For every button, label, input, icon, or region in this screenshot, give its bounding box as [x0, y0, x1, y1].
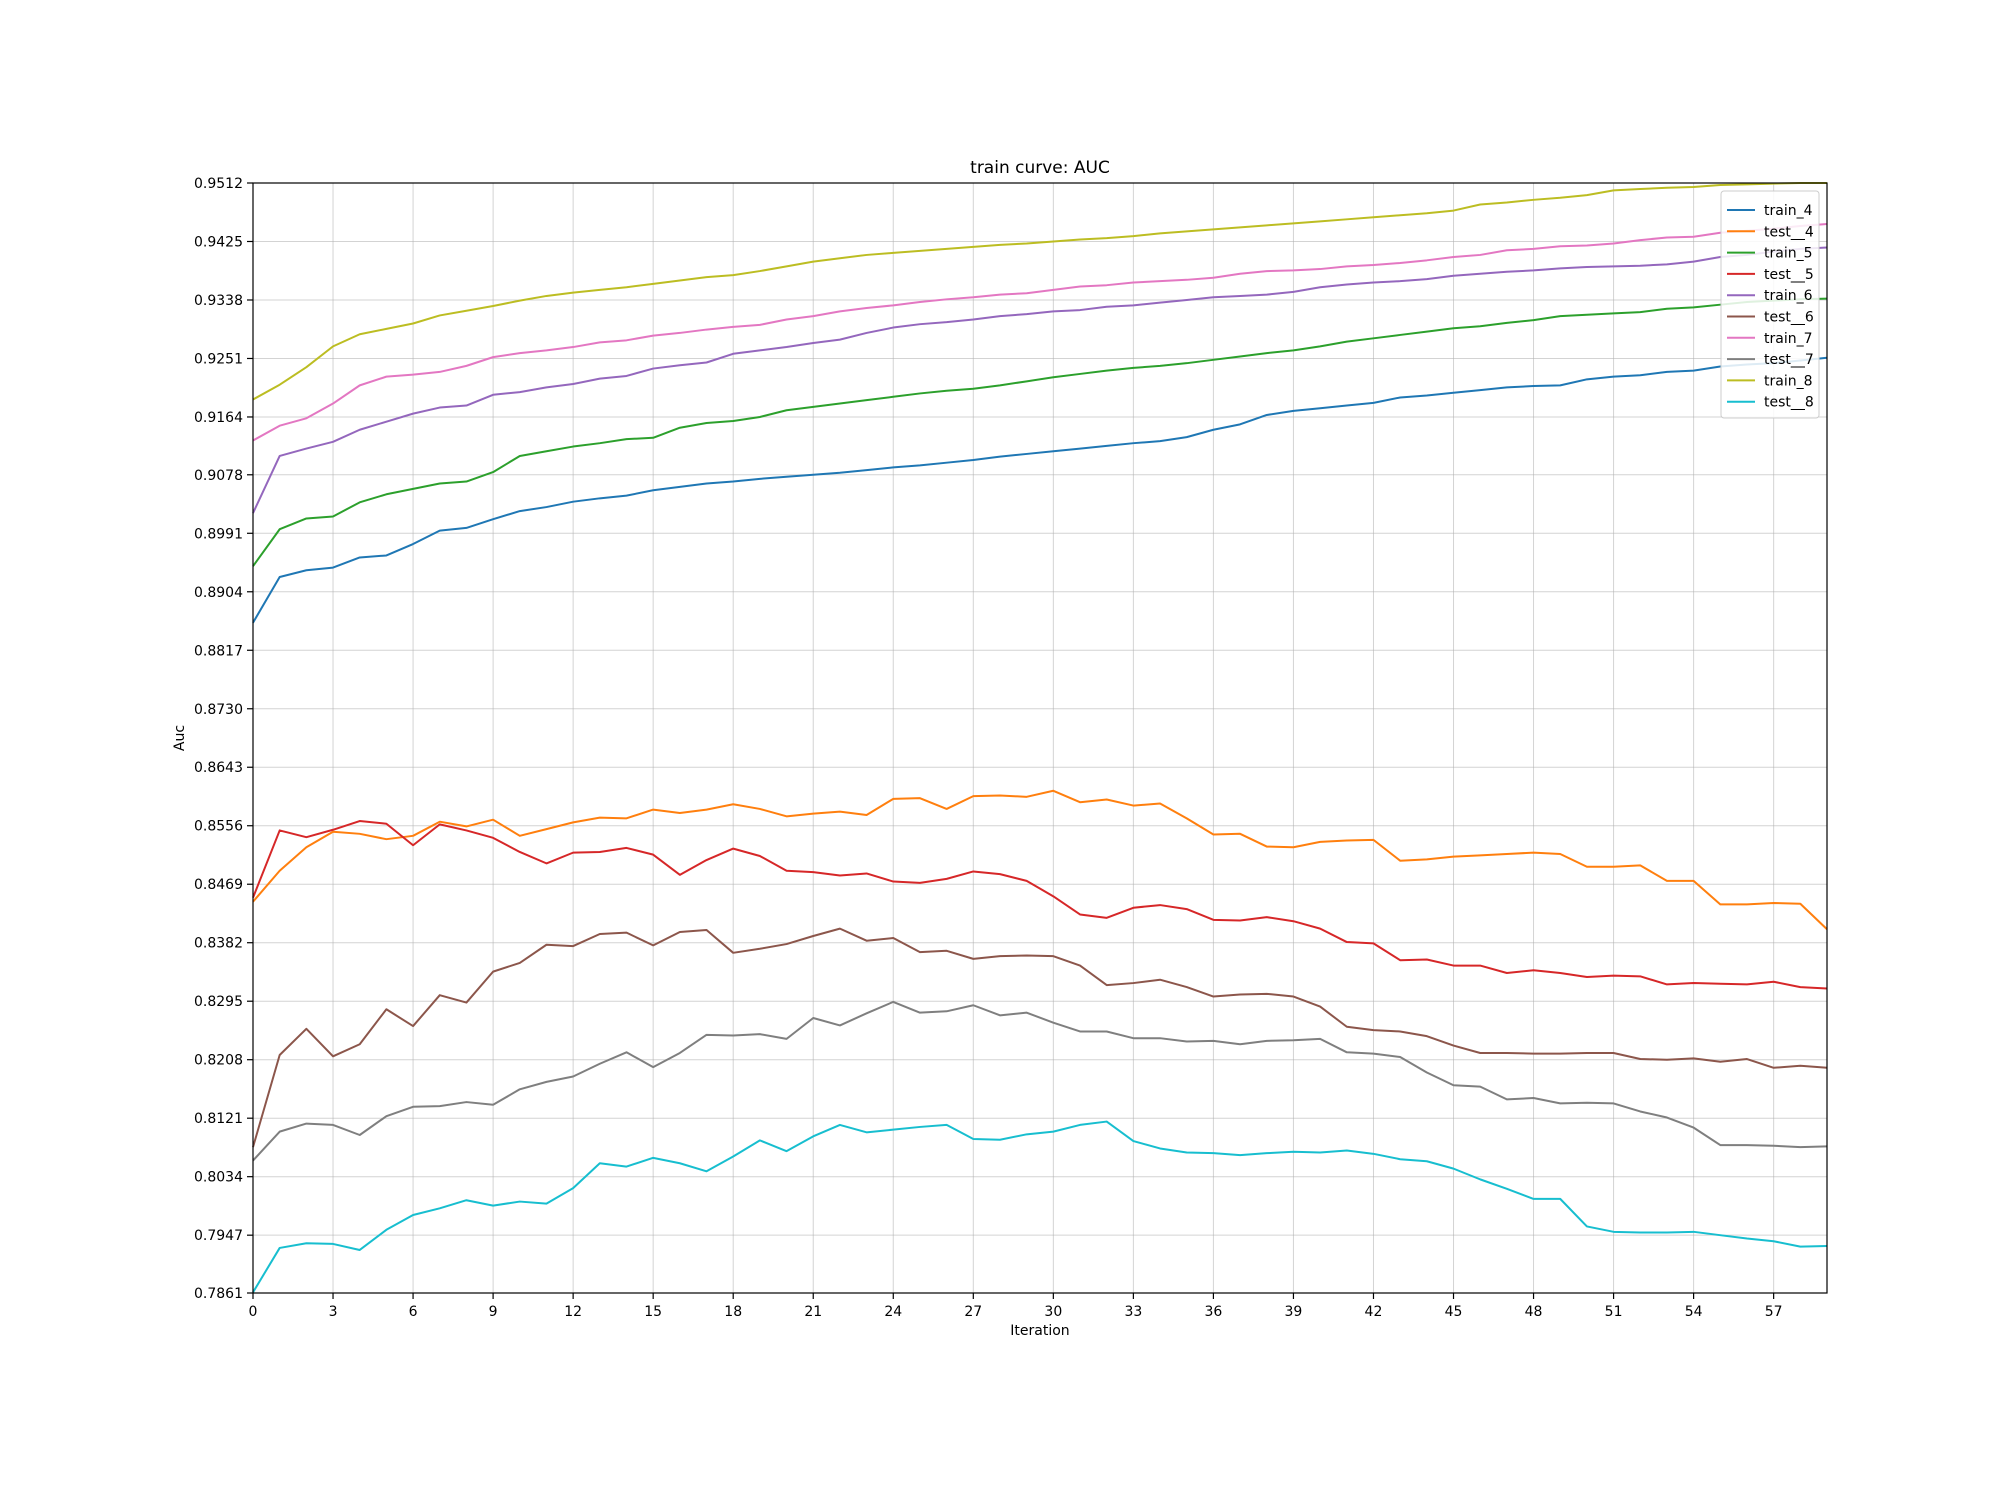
series-line-test-5 — [252, 820, 1828, 990]
y-tick-label: 0.9425 — [194, 234, 243, 250]
y-tick-label: 0.9338 — [194, 293, 243, 309]
series-line-test-6 — [252, 927, 1828, 1148]
x-tick-label: 12 — [564, 1304, 582, 1320]
legend-item: train_5 — [1727, 246, 1813, 262]
y-tick-label: 0.8643 — [194, 760, 243, 776]
x-tick-label: 9 — [489, 1304, 498, 1320]
series-line-train-5 — [252, 297, 1828, 567]
x-tick-label: 6 — [409, 1304, 418, 1320]
y-tick-label: 0.9512 — [194, 176, 243, 192]
y-tick-label: 0.8295 — [194, 994, 243, 1010]
series-line-test-4 — [252, 789, 1828, 930]
legend-label: test__4 — [1764, 224, 1814, 240]
x-tick-label: 24 — [884, 1304, 902, 1320]
series-lines — [252, 182, 1828, 1293]
x-tick-label: 57 — [1765, 1304, 1783, 1320]
y-axis-ticks: 0.7861 0.7947 0.8034 0.8121 0.8208 0.8295 0.83… — [194, 176, 253, 1302]
x-tick-label: 27 — [964, 1304, 982, 1320]
y-tick-label: 0.8730 — [194, 702, 243, 718]
y-tick-label: 0.8469 — [194, 877, 243, 893]
x-tick-label: 0 — [249, 1304, 258, 1320]
y-tick-label: 0.8904 — [194, 585, 243, 601]
y-tick-label: 0.8034 — [194, 1170, 243, 1186]
legend-label: test__5 — [1764, 267, 1814, 283]
x-axis-label: Iteration — [1010, 1323, 1069, 1339]
legend-item: train_6 — [1727, 288, 1813, 304]
series-line-train-7 — [252, 223, 1828, 442]
legend-label: test__8 — [1764, 395, 1814, 411]
series-line-test-8 — [252, 1120, 1828, 1293]
x-tick-label: 48 — [1525, 1304, 1543, 1320]
legend-label: train_5 — [1764, 246, 1813, 262]
y-tick-label: 0.9078 — [194, 468, 243, 484]
x-tick-label: 42 — [1365, 1304, 1383, 1320]
series-line-train-8 — [252, 182, 1827, 401]
legend-item: test__4 — [1727, 224, 1814, 240]
legend-label: test__7 — [1764, 352, 1814, 368]
x-tick-label: 30 — [1044, 1304, 1062, 1320]
y-tick-label: 0.8208 — [194, 1053, 243, 1069]
x-axis-ticks: 0 3 6 9 12 15 18 21 24 27 30 33 36 39 42 45 48 51 54 57 — [249, 1293, 1783, 1320]
legend-item: train_4 — [1727, 203, 1813, 219]
axes-frame — [252, 182, 1828, 1294]
y-tick-label: 0.7947 — [194, 1228, 243, 1244]
y-tick-label: 0.9251 — [194, 351, 243, 367]
series-line-train-6 — [252, 246, 1828, 514]
y-tick-label: 0.8382 — [194, 936, 243, 952]
x-tick-label: 54 — [1685, 1304, 1703, 1320]
legend-label: train_4 — [1764, 203, 1813, 219]
legend: train_4 test__4 train_5 test__5 train_6 test_… — [1720, 190, 1820, 419]
legend-box — [1720, 190, 1820, 419]
x-tick-label: 33 — [1124, 1304, 1142, 1320]
legend-item: test__5 — [1727, 267, 1814, 283]
x-tick-label: 51 — [1605, 1304, 1623, 1320]
legend-label: train_6 — [1764, 288, 1813, 304]
y-axis-label: Auc — [172, 725, 188, 751]
x-tick-label: 21 — [804, 1304, 822, 1320]
x-tick-label: 36 — [1204, 1304, 1222, 1320]
x-tick-label: 45 — [1445, 1304, 1463, 1320]
legend-label: train_8 — [1764, 373, 1813, 389]
x-tick-label: 39 — [1285, 1304, 1303, 1320]
legend-item: test__8 — [1727, 395, 1814, 411]
y-tick-label: 0.8121 — [194, 1111, 243, 1127]
series-line-test-7 — [252, 1000, 1828, 1162]
legend-item: test__6 — [1727, 310, 1814, 326]
y-tick-label: 0.8817 — [194, 643, 243, 659]
x-tick-label: 15 — [644, 1304, 662, 1320]
series-line-train-4 — [252, 356, 1828, 624]
y-tick-label: 0.9164 — [194, 410, 243, 426]
chart-title: train curve: AUC — [970, 158, 1110, 178]
x-tick-label: 18 — [724, 1304, 742, 1320]
x-tick-label: 3 — [329, 1304, 338, 1320]
y-tick-label: 0.7861 — [194, 1286, 243, 1302]
legend-item: test__7 — [1727, 352, 1814, 368]
legend-label: test__6 — [1764, 310, 1814, 326]
legend-items: train_4 test__4 train_5 test__5 train_6 test_… — [1727, 203, 1814, 411]
legend-label: train_7 — [1764, 331, 1813, 347]
legend-item: train_8 — [1727, 373, 1813, 389]
y-tick-label: 0.8556 — [194, 819, 243, 835]
y-tick-label: 0.8991 — [194, 526, 243, 542]
legend-item: train_7 — [1727, 331, 1813, 347]
